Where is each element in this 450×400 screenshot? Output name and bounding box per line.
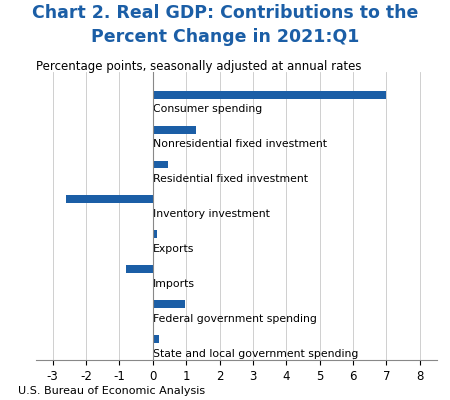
Text: Percentage points, seasonally adjusted at annual rates: Percentage points, seasonally adjusted a… (36, 60, 361, 73)
Text: Chart 2. Real GDP: Contributions to the: Chart 2. Real GDP: Contributions to the (32, 4, 418, 22)
Bar (153, 335, 159, 343)
Bar (153, 230, 157, 238)
Text: Imports: Imports (153, 279, 195, 289)
Text: Percent Change in 2021:Q1: Percent Change in 2021:Q1 (91, 28, 359, 46)
Text: Residential fixed investment: Residential fixed investment (153, 174, 308, 184)
Bar (126, 265, 153, 273)
Bar (153, 160, 168, 168)
Text: U.S. Bureau of Economic Analysis: U.S. Bureau of Economic Analysis (18, 386, 205, 396)
Bar (153, 126, 196, 134)
Text: Federal government spending: Federal government spending (153, 314, 317, 324)
Bar (153, 91, 387, 99)
Text: State and local government spending: State and local government spending (153, 349, 358, 359)
Text: Inventory investment: Inventory investment (153, 209, 270, 219)
Bar (66, 196, 153, 203)
Text: Consumer spending: Consumer spending (153, 104, 262, 114)
Bar (153, 300, 184, 308)
Text: Nonresidential fixed investment: Nonresidential fixed investment (153, 139, 327, 149)
Text: Exports: Exports (153, 244, 194, 254)
